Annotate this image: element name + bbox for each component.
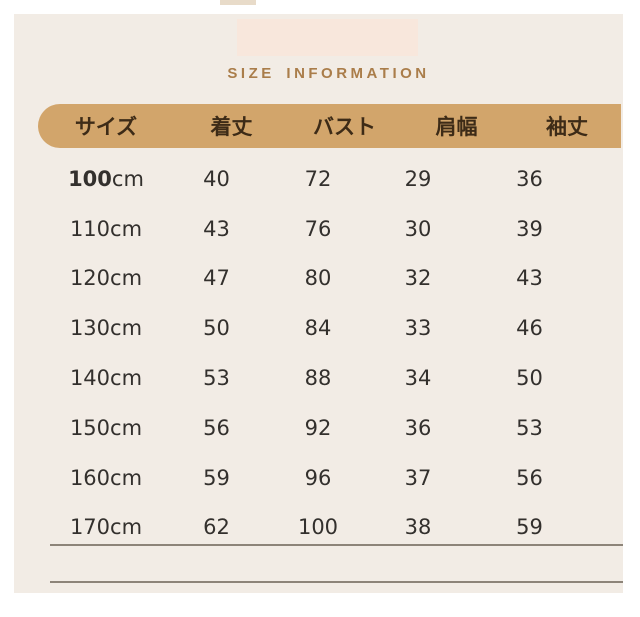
table-row: 130cm 50 84 33 46	[48, 303, 590, 353]
bust-cell: 84	[304, 316, 332, 341]
size-cell: 100cm	[48, 167, 164, 191]
shoulder-cell: 38	[404, 515, 432, 540]
bust-cell: 96	[304, 465, 332, 490]
sleeve-cell: 36	[516, 166, 543, 191]
length-cell: 59	[203, 465, 230, 490]
size-unit: cm	[111, 166, 144, 191]
size-unit: cm	[110, 216, 143, 241]
column-header-sleeve: 袖丈	[546, 114, 588, 139]
size-cell: 130cm	[48, 316, 164, 340]
size-unit: cm	[110, 266, 143, 291]
length-cell: 50	[203, 316, 230, 341]
table-row: 110cm 43 76 30 39	[48, 204, 590, 254]
sleeve-cell: 43	[516, 266, 543, 291]
bust-cell: 76	[304, 216, 332, 241]
size-cell: 160cm	[48, 466, 164, 490]
column-header-size: サイズ	[74, 114, 138, 139]
bottom-rule-upper	[50, 544, 623, 546]
page-title: SIZE INFORMATION	[227, 65, 430, 82]
length-cell: 40	[203, 166, 230, 191]
sleeve-cell: 59	[516, 515, 543, 540]
length-cell: 47	[203, 266, 230, 291]
top-edge-fragment	[220, 0, 256, 5]
shoulder-cell: 36	[404, 415, 432, 440]
shoulder-cell: 33	[404, 316, 432, 341]
sleeve-cell: 53	[516, 415, 543, 440]
shoulder-cell: 32	[404, 266, 432, 291]
size-value: 170	[69, 515, 111, 540]
size-unit: cm	[110, 316, 143, 341]
size-unit: cm	[110, 515, 143, 540]
sleeve-cell: 56	[516, 465, 543, 490]
shoulder-cell: 30	[404, 216, 432, 241]
size-cell: 140cm	[48, 366, 164, 390]
column-header-length: 着丈	[210, 114, 253, 139]
size-cell: 110cm	[48, 217, 164, 241]
bottom-rule-lower	[50, 581, 623, 583]
size-value: 160	[69, 465, 111, 490]
bust-cell: 72	[304, 166, 332, 191]
size-value: 130	[69, 316, 111, 341]
size-value: 100	[68, 166, 112, 191]
length-cell: 62	[203, 515, 230, 540]
table-row: 160cm 59 96 37 56	[48, 453, 590, 503]
bust-cell: 80	[304, 266, 332, 291]
size-cell: 150cm	[48, 416, 164, 440]
shoulder-cell: 29	[404, 166, 432, 191]
column-header-shoulder: 肩幅	[435, 114, 478, 139]
bust-cell: 92	[304, 415, 332, 440]
table-header-row: サイズ 着丈 バスト 肩幅 袖丈	[38, 104, 621, 148]
sleeve-cell: 39	[516, 216, 543, 241]
sleeve-cell: 46	[516, 316, 543, 341]
size-cell: 170cm	[48, 515, 164, 539]
length-cell: 43	[203, 216, 230, 241]
size-unit: cm	[110, 465, 143, 490]
shoulder-cell: 37	[404, 465, 432, 490]
size-cell: 120cm	[48, 266, 164, 290]
size-chart-card: SIZE INFORMATION サイズ 着丈 バスト 肩幅 袖丈 100cm …	[14, 14, 623, 593]
table-row: 100cm 40 72 29 36	[48, 154, 590, 204]
size-value: 140	[69, 366, 111, 391]
size-unit: cm	[110, 366, 143, 391]
size-value: 110	[69, 216, 111, 241]
length-cell: 56	[203, 415, 230, 440]
sleeve-cell: 50	[516, 366, 543, 391]
title-banner	[237, 19, 418, 56]
size-value: 150	[69, 415, 111, 440]
column-header-bust: バスト	[313, 114, 376, 139]
table-row: 150cm 56 92 36 53	[48, 403, 590, 453]
table-row: 140cm 53 88 34 50	[48, 353, 590, 403]
size-value: 120	[69, 266, 111, 291]
bust-cell: 100	[297, 515, 339, 540]
shoulder-cell: 34	[404, 366, 432, 391]
table-row: 170cm 62 100 38 59	[48, 503, 590, 553]
bust-cell: 88	[304, 366, 332, 391]
length-cell: 53	[203, 366, 230, 391]
table-rows: 100cm 40 72 29 36 110cm 43 76 30 39 120c…	[48, 154, 590, 552]
table-row: 120cm 47 80 32 43	[48, 254, 590, 304]
size-unit: cm	[110, 415, 143, 440]
